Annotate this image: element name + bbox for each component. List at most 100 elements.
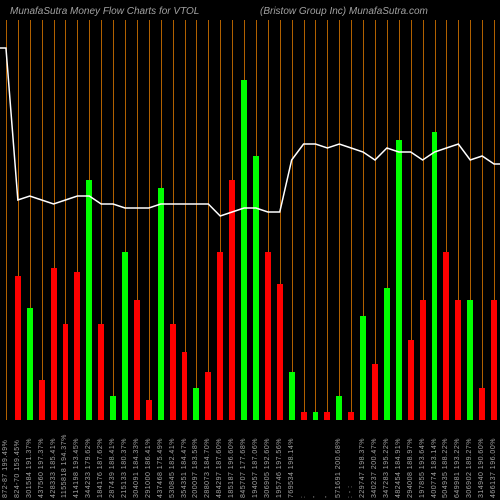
grid-line xyxy=(42,20,43,420)
x-label: 291000 186.41% xyxy=(145,438,152,498)
x-label: 484297 187.60% xyxy=(216,438,223,498)
chart-title: MunafaSutra Money Flow Charts for VTOL (… xyxy=(0,6,500,17)
bar xyxy=(170,324,176,420)
x-label: 200097 183.58% xyxy=(192,438,199,498)
bar xyxy=(134,300,140,420)
x-label: 229747 198.37% xyxy=(359,438,366,498)
x-label: 1155818 194.37% xyxy=(61,434,68,498)
x-label: 185187 196.60% xyxy=(228,438,235,498)
bar xyxy=(443,252,449,420)
bar xyxy=(313,412,319,420)
x-label: 414198 193.45% xyxy=(73,438,80,498)
bar xyxy=(158,188,164,420)
x-label: 306902 189.27% xyxy=(466,438,473,498)
grid-line xyxy=(339,20,340,420)
x-label: 437468 175.49% xyxy=(157,438,164,498)
bar xyxy=(396,140,402,420)
bar xyxy=(384,288,390,420)
x-label: - xyxy=(311,495,318,498)
bar xyxy=(336,396,342,420)
grid-line xyxy=(327,20,328,420)
bar xyxy=(27,308,33,420)
grid-line xyxy=(304,20,305,420)
x-label: - xyxy=(323,495,330,498)
bar xyxy=(193,388,199,420)
x-label: 530845 182.41% xyxy=(169,438,176,498)
x-label: 400774 183.14% xyxy=(431,438,438,498)
bar xyxy=(63,324,69,420)
x-label: 354351 184.47% xyxy=(181,438,188,498)
bar xyxy=(253,156,259,420)
bar xyxy=(265,252,271,420)
bar xyxy=(205,372,211,420)
x-label: 304091 184.33% xyxy=(133,438,140,498)
bar xyxy=(408,340,414,420)
bar xyxy=(324,412,330,420)
bar xyxy=(182,352,188,420)
bar xyxy=(455,300,461,420)
x-label: 194057 187.06% xyxy=(252,438,259,498)
bar xyxy=(277,284,283,420)
bar xyxy=(229,180,235,420)
x-label: 428333 185.41% xyxy=(50,438,57,498)
x-label: 287439 188.41% xyxy=(109,438,116,498)
x-label: 437560 197.37% xyxy=(38,438,45,498)
bar xyxy=(217,252,223,420)
x-label: 482454 184.91% xyxy=(395,438,402,498)
grid-line xyxy=(6,20,7,420)
x-label: 215133 180.37% xyxy=(121,438,128,498)
x-label: 288073 184.70% xyxy=(204,438,211,498)
bar xyxy=(348,412,354,420)
x-label: 306905 192.60% xyxy=(264,438,271,498)
bar xyxy=(479,388,485,420)
x-label: 347283 195.22% xyxy=(383,438,390,498)
x-label: 466137 196.00% xyxy=(490,438,497,498)
bar xyxy=(146,400,152,420)
bar xyxy=(74,272,80,420)
x-label: 294008 188.97% xyxy=(407,438,414,498)
grid-line xyxy=(196,20,197,420)
plot-area xyxy=(0,20,500,420)
grid-line xyxy=(208,20,209,420)
x-label: 824-70 159.45% xyxy=(14,440,21,498)
grid-line xyxy=(351,20,352,420)
x-label: 571691 200.68% xyxy=(335,438,342,498)
bar xyxy=(39,380,45,420)
x-label: 301584 191.37% xyxy=(26,438,33,498)
grid-line xyxy=(149,20,150,420)
x-label: 872-87 199.49% xyxy=(2,440,9,498)
bar xyxy=(51,268,57,420)
bar xyxy=(372,364,378,420)
x-label: 197855 193.64% xyxy=(419,438,426,498)
bar xyxy=(241,80,247,420)
bar xyxy=(467,300,473,420)
bar xyxy=(86,180,92,420)
x-axis-labels: 872-87 199.49% 824-70 159.45% 301584 191.3… xyxy=(0,420,500,500)
bar xyxy=(491,300,497,420)
bar xyxy=(289,372,295,420)
x-label: 195746 197.56% xyxy=(276,438,283,498)
x-label: 649981 193.22% xyxy=(454,438,461,498)
money-flow-chart: MunafaSutra Money Flow Charts for VTOL (… xyxy=(0,0,500,500)
x-label: 769534 198.14% xyxy=(288,438,295,498)
grid-line xyxy=(482,20,483,420)
bar xyxy=(122,252,128,420)
bar xyxy=(110,396,116,420)
x-label: : - : xyxy=(347,485,354,498)
bar xyxy=(420,300,426,420)
bar xyxy=(360,316,366,420)
x-label: 504935 188.22% xyxy=(442,438,449,498)
grid-line xyxy=(375,20,376,420)
grid-line xyxy=(292,20,293,420)
grid-line xyxy=(113,20,114,420)
bar xyxy=(98,324,104,420)
bar xyxy=(301,412,307,420)
title-left: MunafaSutra Money Flow Charts for VTOL xyxy=(0,6,199,17)
x-label: 314940 190.60% xyxy=(478,438,485,498)
bar xyxy=(15,276,21,420)
x-label: 184176 187.62% xyxy=(97,438,104,498)
x-label: : xyxy=(300,496,307,498)
bar xyxy=(432,132,438,420)
title-right: (Bristow Group Inc) MunafaSutra.com xyxy=(260,6,428,17)
x-label: 344233 179.62% xyxy=(85,438,92,498)
